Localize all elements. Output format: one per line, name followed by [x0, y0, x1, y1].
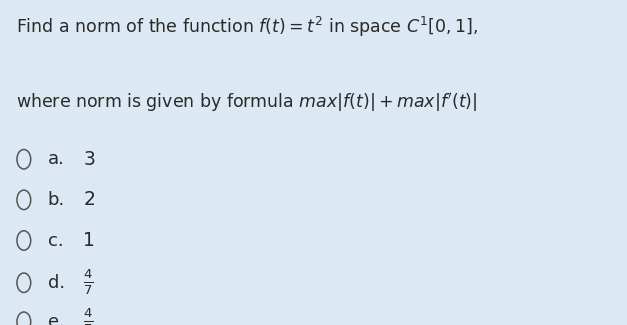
Text: $\frac{4}{7}$: $\frac{4}{7}$	[83, 268, 94, 297]
Text: 3: 3	[83, 150, 95, 169]
Text: 1: 1	[83, 231, 95, 250]
Text: $\frac{4}{7}$: $\frac{4}{7}$	[83, 307, 94, 325]
Text: Find a norm of the function $f(t) = t^2$ in space $C^1[0, 1],$: Find a norm of the function $f(t) = t^2$…	[16, 15, 478, 39]
Text: d.: d.	[48, 274, 65, 292]
Text: e.: e.	[48, 313, 65, 325]
Text: b.: b.	[48, 191, 65, 209]
Text: 2: 2	[83, 190, 95, 209]
Text: a.: a.	[48, 150, 65, 168]
Text: where norm is given by formula $\mathit{max}|f(t)| + \mathit{max}|f^{\prime}(t)|: where norm is given by formula $\mathit{…	[16, 91, 477, 114]
Text: c.: c.	[48, 231, 63, 250]
